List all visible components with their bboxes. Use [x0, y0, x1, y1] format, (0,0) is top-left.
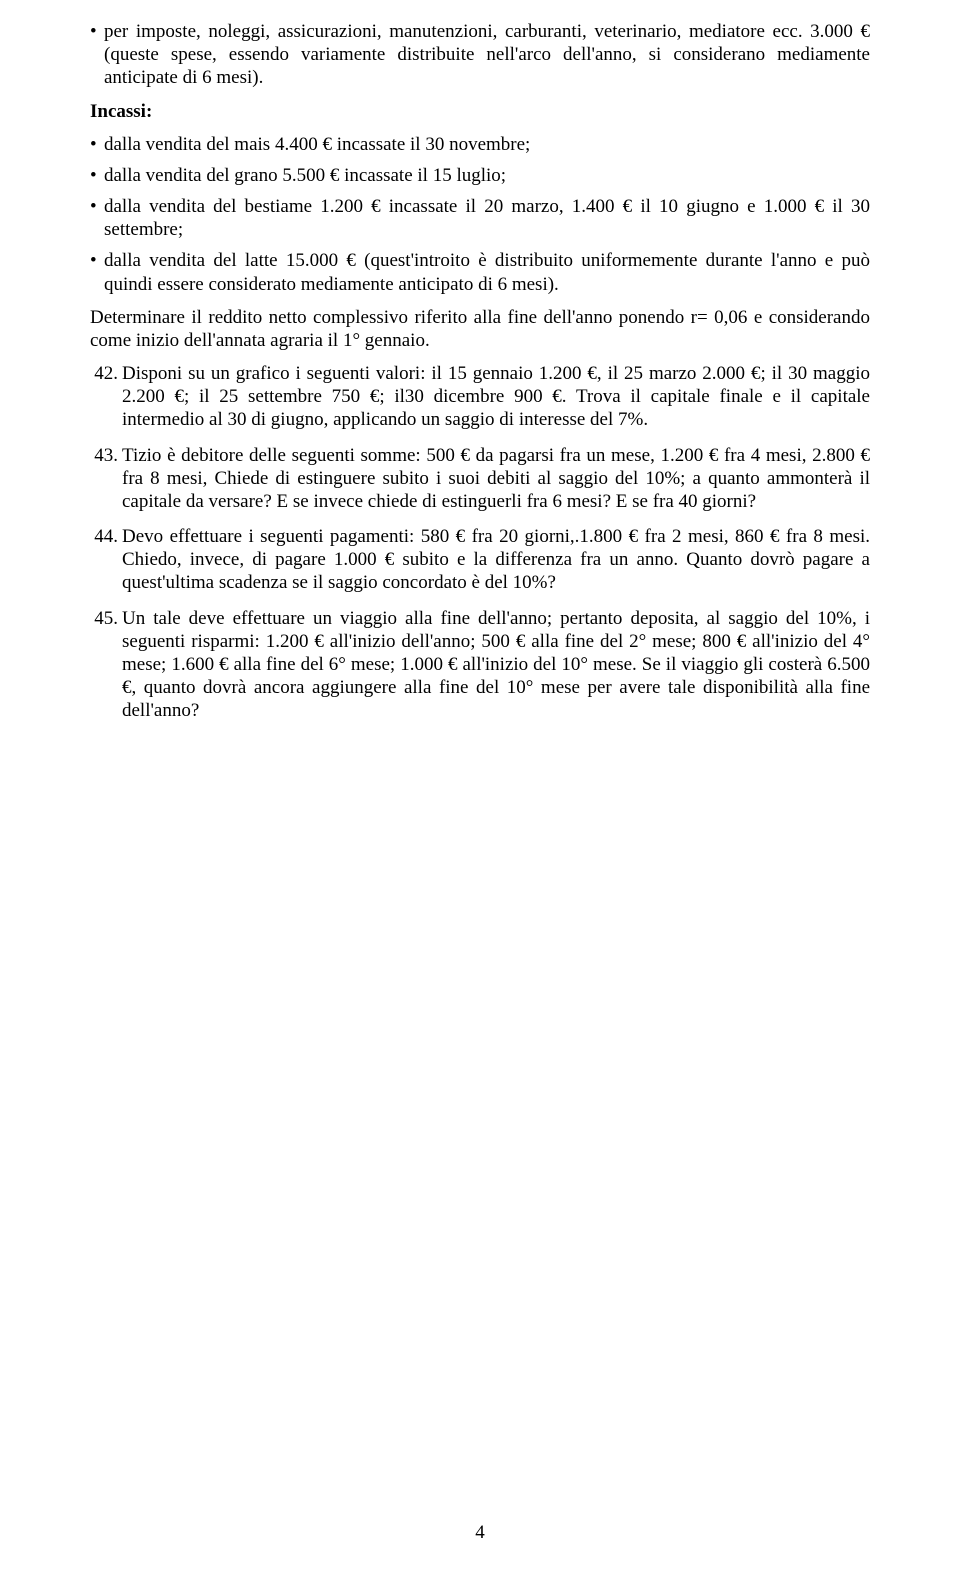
incassi-heading: Incassi: — [90, 100, 870, 123]
question-number: 42. — [90, 362, 118, 385]
question-item: 45. Un tale deve effettuare un viaggio a… — [90, 607, 870, 723]
page-number: 4 — [0, 1521, 960, 1544]
question-text: Un tale deve effettuare un viaggio alla … — [122, 608, 870, 722]
question-item: 43. Tizio è debitore delle seguenti somm… — [90, 444, 870, 514]
list-item: dalla vendita del bestiame 1.200 € incas… — [90, 195, 870, 241]
document-page: per imposte, noleggi, assicurazioni, man… — [0, 0, 960, 1574]
list-item: dalla vendita del mais 4.400 € incassate… — [90, 133, 870, 156]
numbered-question-list: 42. Disponi su un grafico i seguenti val… — [90, 362, 870, 722]
intro-final-paragraph: Determinare il reddito netto complessivo… — [90, 306, 870, 352]
question-text: Tizio è debitore delle seguenti somme: 5… — [122, 445, 870, 512]
list-item: dalla vendita del latte 15.000 € (quest'… — [90, 249, 870, 295]
question-text: Disponi su un grafico i seguenti valori:… — [122, 363, 870, 430]
list-item: per imposte, noleggi, assicurazioni, man… — [90, 20, 870, 90]
question-text: Devo effettuare i seguenti pagamenti: 58… — [122, 526, 870, 593]
list-item: dalla vendita del grano 5.500 € incassat… — [90, 164, 870, 187]
question-number: 45. — [90, 607, 118, 630]
question-item: 44. Devo effettuare i seguenti pagamenti… — [90, 525, 870, 595]
intro-bullet-list: per imposte, noleggi, assicurazioni, man… — [90, 20, 870, 90]
question-number: 43. — [90, 444, 118, 467]
incassi-bullet-list: dalla vendita del mais 4.400 € incassate… — [90, 133, 870, 296]
question-item: 42. Disponi su un grafico i seguenti val… — [90, 362, 870, 432]
question-number: 44. — [90, 525, 118, 548]
